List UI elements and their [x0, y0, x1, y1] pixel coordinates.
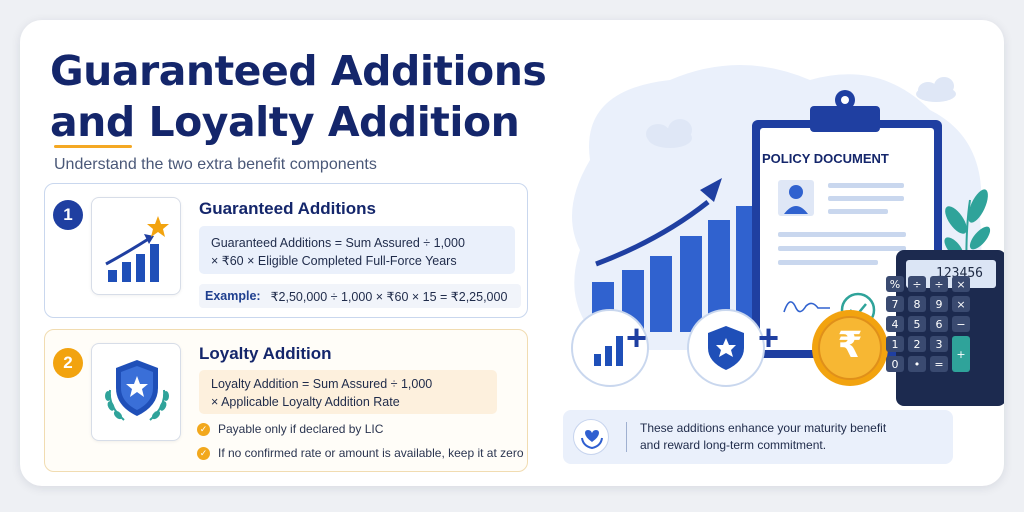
section-title: Guaranteed Additions	[199, 199, 376, 218]
section-number-badge: 1	[53, 200, 83, 230]
formula-box: Guaranteed Additions = Sum Assured ÷ 1,0…	[199, 226, 515, 274]
example-text: ₹2,50,000 ÷ 1,000 × ₹60 × 15 = ₹2,25,000	[270, 289, 508, 304]
calculator-key: 6	[930, 316, 948, 332]
cloud-icon	[916, 77, 956, 102]
cloud-icon	[646, 119, 692, 148]
formula-line: Loyalty Addition = Sum Assured ÷ 1,000	[211, 377, 433, 391]
check-icon: ✓	[197, 446, 210, 460]
calculator-key: ÷	[930, 276, 948, 292]
heart-hands-icon	[573, 419, 609, 455]
calculator-key: 1	[886, 336, 904, 352]
bullet-text: Payable only if declared by LIC	[218, 422, 384, 436]
list-item: ✓ If no confirmed rate or amount is avai…	[197, 446, 524, 460]
info-box: These additions enhance your maturity be…	[563, 410, 953, 464]
plus-icon: +	[626, 317, 648, 358]
loyalty-addition-section: 2 Loyalty Addition Loyalty Addition = Su…	[44, 329, 528, 472]
title-underline	[54, 145, 132, 148]
calculator-key: •	[908, 356, 926, 372]
calculator-key: 3	[930, 336, 948, 352]
calculator-key: ×	[952, 296, 970, 312]
policy-document-title: POLICY DOCUMENT	[762, 151, 889, 166]
calculator-key: 5	[908, 316, 926, 332]
calculator-key: %	[886, 276, 904, 292]
shield-star-laurel-icon	[91, 343, 181, 441]
example-label: Example:	[205, 289, 261, 303]
calculator-key: 9	[930, 296, 948, 312]
rupee-coin-icon	[812, 310, 888, 386]
page-title: Guaranteed Additions and Loyalty Additio…	[50, 47, 547, 146]
illustration	[571, 65, 1004, 406]
chart-circle-icon	[571, 309, 649, 387]
info-text: These additions enhance your maturity be…	[640, 420, 940, 454]
list-item: ✓ Payable only if declared by LIC	[197, 422, 383, 436]
calculator-key: 4	[886, 316, 904, 332]
info-line: and reward long-term commitment.	[640, 438, 827, 452]
section-title: Loyalty Addition	[199, 344, 332, 363]
formula-line: Guaranteed Additions = Sum Assured ÷ 1,0…	[211, 236, 465, 250]
calculator-key: =	[930, 356, 948, 372]
shield-circle-icon	[687, 309, 765, 387]
calculator-key: 7	[886, 296, 904, 312]
calculator-key: ÷	[908, 276, 926, 292]
guaranteed-additions-section: 1 Guaranteed Additions Guaranteed Additi…	[44, 183, 528, 318]
calculator-key: 0	[886, 356, 904, 372]
check-icon: ✓	[197, 422, 210, 436]
section-number-badge: 2	[53, 348, 83, 378]
page-subtitle: Understand the two extra benefit compone…	[54, 156, 377, 173]
calculator-key: 8	[908, 296, 926, 312]
calculator-key: +	[952, 336, 970, 372]
growth-bar-chart	[592, 178, 758, 332]
rupee-symbol: ₹	[837, 325, 863, 366]
calculator-key: −	[952, 316, 970, 332]
calculator-key: 2	[908, 336, 926, 352]
bullet-text: If no confirmed rate or amount is availa…	[218, 446, 524, 460]
signature-icon	[783, 301, 830, 313]
bar-chart-growth-icon	[91, 197, 181, 295]
plus-icon: +	[758, 317, 780, 358]
formula-line: × Applicable Loyalty Addition Rate	[211, 395, 400, 409]
formula-line: × ₹60 × Eligible Completed Full-Force Ye…	[211, 254, 457, 268]
calculator-key: ×	[952, 276, 970, 292]
info-line: These additions enhance your maturity be…	[640, 421, 887, 435]
infographic-card: Guaranteed Additions and Loyalty Additio…	[20, 20, 1004, 486]
divider	[626, 422, 627, 452]
formula-box: Loyalty Addition = Sum Assured ÷ 1,000 ×…	[199, 370, 497, 414]
example-box: Example: ₹2,50,000 ÷ 1,000 × ₹60 × 15 = …	[199, 284, 521, 308]
